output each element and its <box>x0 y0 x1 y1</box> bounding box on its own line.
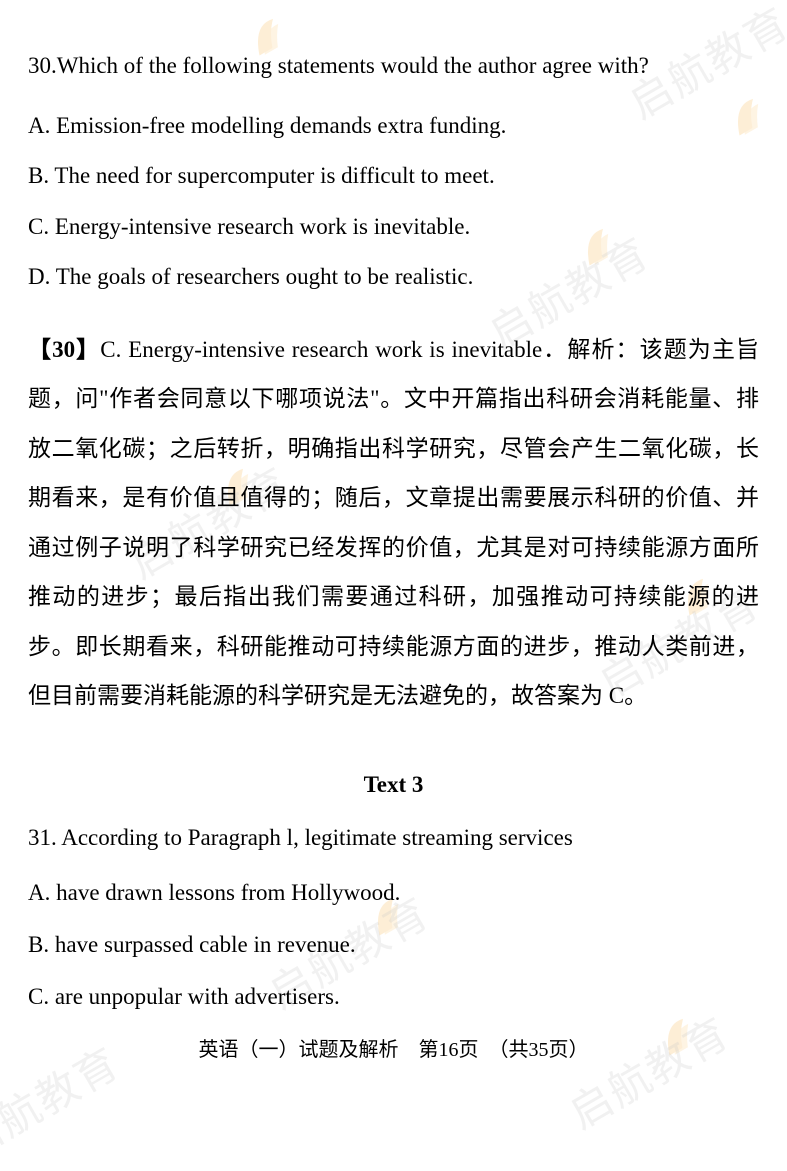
q30-option-c: C. Energy-intensive research work is ine… <box>28 211 759 243</box>
page-footer: 英语（一）试题及解析 第16页 （共35页） <box>28 1033 759 1062</box>
q30-option-b: B. The need for supercomputer is difficu… <box>28 160 759 192</box>
q30-answer: 【30】C. Energy-intensive research work is… <box>28 325 759 721</box>
page-content: 30.Which of the following statements wou… <box>0 0 787 1062</box>
q31-option-a: A. have drawn lessons from Hollywood. <box>28 877 759 909</box>
q31-stem: 31. According to Paragraph l, legitimate… <box>28 822 759 854</box>
q30-option-a: A. Emission-free modelling demands extra… <box>28 110 759 142</box>
q31-option-b: B. have surpassed cable in revenue. <box>28 929 759 961</box>
q30-option-d: D. The goals of researchers ought to be … <box>28 261 759 293</box>
q30-stem: 30.Which of the following statements wou… <box>28 50 759 82</box>
q30-answer-text: C. Energy-intensive research work is ine… <box>28 337 759 708</box>
q31-option-c: C. are unpopular with advertisers. <box>28 981 759 1013</box>
q30-answer-number: 【30】 <box>28 337 100 362</box>
text3-heading: Text 3 <box>28 772 759 798</box>
